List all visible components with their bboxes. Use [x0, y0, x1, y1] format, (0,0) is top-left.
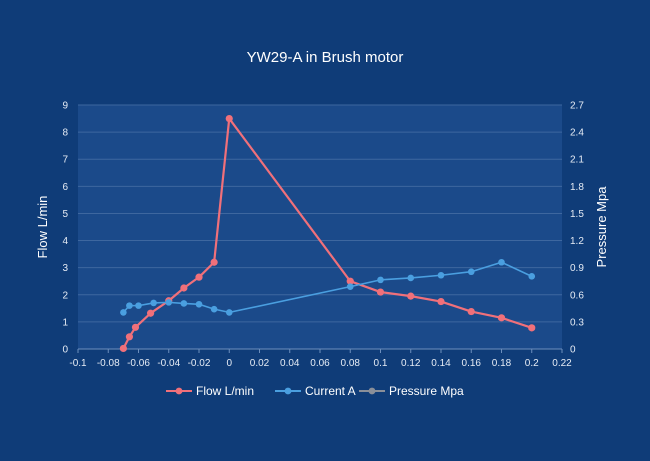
data-point	[407, 292, 415, 300]
series-1	[120, 258, 536, 316]
y-tick-label: 4	[62, 236, 68, 247]
y2-tick-label: 2.4	[570, 128, 584, 139]
legend-label: Current A	[305, 384, 356, 398]
legend: Flow L/min Current A Pressure Mpa	[166, 384, 464, 398]
x-tick-label: -0.08	[97, 358, 120, 369]
y-tick-label: 3	[62, 263, 68, 274]
series-line	[122, 261, 533, 314]
data-point	[376, 288, 385, 296]
x-tick-label: 0.08	[341, 358, 361, 369]
data-point	[528, 273, 536, 280]
y-tick-label: 1	[62, 317, 68, 328]
data-point	[147, 309, 155, 317]
y2-tick-label: 1.5	[570, 209, 584, 220]
grid-lines	[78, 104, 562, 350]
x-tick-label: 0.18	[492, 358, 512, 369]
y-tick-label: 6	[62, 182, 68, 193]
legend-label: Pressure Mpa	[389, 384, 464, 398]
legend-label: Flow L/min	[196, 384, 254, 398]
y-tick-label: 9	[62, 101, 68, 112]
chart-title: YW29-A in Brush motor	[247, 49, 404, 66]
data-point	[498, 258, 505, 266]
x-tick-label: 0.06	[310, 358, 330, 369]
data-point	[346, 283, 354, 290]
series-group	[119, 114, 536, 353]
legend-item: Current A	[275, 384, 356, 398]
x-tick-label: 0	[226, 358, 232, 369]
series-line	[122, 117, 533, 349]
x-tick-label: -0.1	[69, 358, 87, 369]
data-point	[119, 344, 127, 353]
y2-tick-label: 1.8	[570, 182, 584, 193]
data-point	[437, 271, 445, 279]
data-point	[225, 114, 233, 123]
x-tick-label: -0.02	[188, 358, 211, 369]
y2-axis-title: Pressure Mpa	[594, 186, 609, 268]
data-point	[407, 274, 415, 282]
y-tick-label: 8	[62, 128, 68, 139]
axes: 0 1 2 3 4 5 6 7 8 9 0 0.3 0.6 0.9 1.2 1.5 1.8 2.1 2.4 2.7 -0…	[62, 101, 584, 370]
y2-tick-label: 2.1	[570, 155, 584, 166]
y2-tick-label: 0.9	[570, 263, 584, 274]
x-tick-label: 0.04	[280, 358, 300, 369]
x-tick-label: 0.16	[462, 358, 482, 369]
x-tick-label: 0.02	[250, 358, 270, 369]
data-point	[131, 323, 140, 331]
legend-item: Flow L/min	[166, 384, 254, 398]
data-point	[195, 273, 203, 281]
legend-swatch-marker	[368, 387, 376, 395]
legend-item: Pressure Mpa	[359, 384, 464, 398]
y2-tick-label: 1.2	[570, 236, 584, 247]
y2-tick-label: 0	[570, 345, 576, 356]
legend-swatch-marker	[284, 387, 292, 395]
x-tick-label: 0.1	[374, 358, 388, 369]
y2-tick-label: 0.6	[570, 290, 584, 301]
data-point	[528, 324, 536, 332]
y-tick-label: 0	[62, 345, 68, 356]
y-tick-label: 7	[62, 155, 68, 166]
y2-tick-label: 2.7	[570, 101, 584, 112]
data-point	[210, 305, 218, 313]
x-tick-label: 0.2	[525, 358, 539, 369]
data-point	[180, 300, 188, 307]
x-tick-label: -0.06	[127, 358, 150, 369]
data-point	[210, 258, 218, 266]
data-point	[377, 276, 384, 284]
data-point	[437, 297, 445, 306]
x-tick-label: 0.22	[552, 358, 572, 369]
data-point	[497, 314, 506, 322]
data-point	[467, 268, 475, 276]
data-point	[126, 302, 133, 309]
y2-tick-label: 0.3	[570, 317, 584, 328]
data-point	[195, 300, 203, 308]
data-point	[180, 284, 188, 292]
data-point	[150, 299, 157, 307]
series-0	[119, 114, 536, 353]
data-point	[165, 299, 173, 306]
data-point	[467, 307, 475, 316]
x-tick-label: -0.04	[157, 358, 180, 369]
data-point	[125, 333, 134, 341]
data-point	[225, 309, 233, 316]
y-tick-label: 5	[62, 209, 68, 220]
data-point	[135, 302, 142, 309]
data-point	[120, 309, 127, 316]
x-tick-label: 0.12	[401, 358, 421, 369]
x-tick-label: 0.14	[431, 358, 451, 369]
data-point	[346, 277, 354, 285]
y-tick-label: 2	[62, 290, 68, 301]
y-axis-title: Flow L/min	[35, 196, 50, 259]
legend-swatch-marker	[175, 387, 183, 395]
